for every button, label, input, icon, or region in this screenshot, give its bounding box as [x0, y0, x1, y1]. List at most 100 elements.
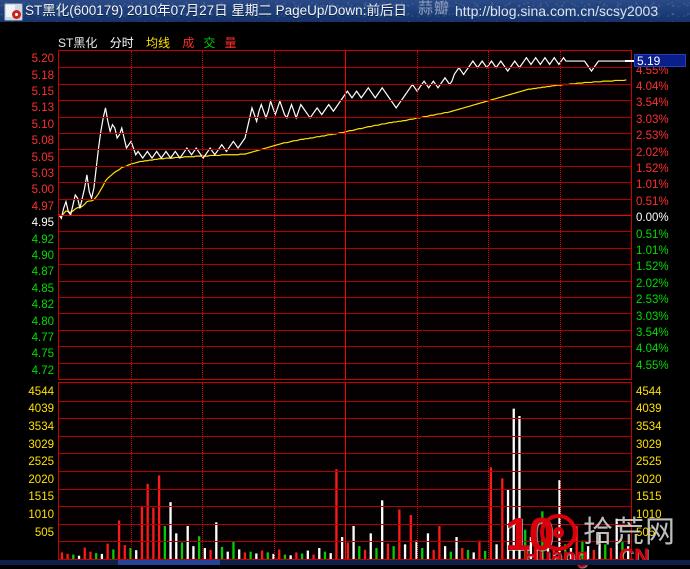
page-doc-icon: [4, 3, 23, 21]
taskbar-segment[interactable]: [118, 560, 220, 565]
volume-bar: [72, 554, 75, 559]
pct-axis-label: 0.51%: [636, 195, 669, 208]
volume-bar: [318, 548, 321, 559]
volume-bar: [175, 533, 178, 559]
volume-bar: [569, 548, 573, 559]
volume-bar: [346, 542, 350, 559]
pct-axis-label: 4.04%: [636, 343, 669, 356]
price-axis-label: 5.10: [31, 118, 54, 131]
volume-bar: [192, 546, 195, 559]
volume-bar: [335, 469, 338, 559]
window-title: ST黑化(600179) 2010年07月27日 星期二 PageUp/Down…: [25, 3, 407, 18]
volume-bar: [558, 480, 561, 559]
price-axis-label: 5.05: [31, 151, 54, 164]
volume-bar: [289, 555, 292, 559]
volume-bar: [358, 546, 361, 559]
price-axis-label: 4.95: [31, 217, 54, 230]
price-axis-label: 5.00: [31, 184, 54, 197]
volume-bar: [518, 416, 521, 559]
price-session-divider: [131, 51, 132, 379]
last-price-tick: [625, 60, 635, 63]
price-session-divider: [560, 51, 561, 379]
volume-bar: [278, 549, 281, 559]
price-axis-label: 4.97: [31, 200, 54, 213]
volume-bar: [283, 554, 287, 559]
legend-mode[interactable]: 分时: [109, 36, 134, 50]
volume-bar: [535, 542, 538, 559]
chart-legend: ST黑化 分时 均线 成交量: [58, 36, 254, 50]
pct-axis-label: 3.03%: [636, 310, 669, 323]
volume-bar: [163, 526, 166, 559]
volume-bar: [300, 553, 304, 559]
volume-bar: [312, 554, 315, 559]
volume-chart-panel[interactable]: [58, 382, 632, 560]
legend-volume[interactable]: 成交量: [182, 36, 245, 50]
volume-session-divider: [560, 383, 561, 559]
volume-bar: [564, 544, 567, 559]
volume-bar: [249, 551, 252, 559]
volume-axis-label: 3029: [636, 438, 662, 451]
volume-bar: [398, 509, 401, 559]
volume-bar: [220, 546, 224, 559]
price-session-divider: [202, 51, 203, 379]
volume-bar: [135, 550, 138, 559]
volume-bar: [60, 552, 64, 559]
volume-bar: [106, 543, 109, 559]
titlebar-watermark-cn: 蒜瓣: [418, 0, 451, 17]
volume-axis-label: 1010: [28, 509, 54, 521]
volume-axis-label: 3534: [636, 421, 662, 433]
volume-axis-label: 1515: [28, 491, 54, 504]
volume-bar: [529, 537, 533, 559]
price-axis-label: 5.08: [31, 135, 54, 148]
volume-bar: [169, 502, 172, 559]
volume-bar: [323, 551, 327, 559]
volume-axis-label: 2020: [636, 473, 662, 486]
price-session-divider: [488, 51, 489, 379]
price-chart-panel[interactable]: [58, 50, 632, 380]
ma-line-path: [59, 79, 627, 218]
price-axis-label: 5.18: [31, 69, 54, 82]
volume-bar: [203, 548, 207, 559]
volume-bar: [186, 526, 189, 559]
legend-volume-char-1: 成: [182, 36, 195, 50]
volume-bar: [489, 467, 493, 559]
volume-axis-label: 2525: [636, 456, 662, 469]
volume-session-divider: [488, 383, 489, 559]
volume-bar: [449, 551, 452, 559]
volume-bar: [484, 550, 487, 559]
volume-bar: [598, 533, 601, 559]
volume-bar: [89, 551, 92, 559]
volume-bar: [329, 553, 332, 559]
volume-bar: [112, 549, 115, 559]
pct-axis-label: 2.02%: [636, 146, 669, 159]
volume-bar: [100, 553, 104, 559]
volume-axis-label: 3029: [28, 438, 54, 451]
pct-axis-label: 2.02%: [636, 277, 669, 290]
volume-bar: [552, 546, 555, 559]
pct-axis-label: 1.52%: [636, 163, 669, 175]
volume-bar: [455, 537, 458, 559]
legend-ma[interactable]: 均线: [146, 36, 171, 50]
volume-bar: [421, 548, 424, 559]
price-axis-label: 5.03: [31, 168, 54, 180]
price-session-divider: [345, 51, 346, 379]
volume-bar: [266, 552, 269, 559]
page-doc-icon-page: [6, 5, 15, 17]
volume-bar: [255, 553, 258, 559]
price-axis-label: 4.77: [31, 332, 54, 344]
volume-bar: [146, 483, 149, 559]
volume-axis-label: 3534: [28, 421, 54, 433]
volume-session-divider: [131, 383, 132, 559]
price-axis-label: 5.15: [31, 86, 54, 98]
volume-bar: [117, 520, 121, 559]
last-price-badge: 5.19: [634, 54, 686, 68]
volume-bar: [226, 551, 229, 559]
price-axis-label: 4.82: [31, 299, 54, 312]
volume-bar: [461, 548, 464, 559]
volume-bar: [209, 549, 212, 559]
volume-bar: [238, 549, 241, 559]
pct-axis-label: 0.51%: [636, 228, 669, 241]
volume-session-divider: [202, 383, 203, 559]
pct-axis-label: 1.52%: [636, 261, 669, 274]
volume-bar: [621, 540, 624, 559]
